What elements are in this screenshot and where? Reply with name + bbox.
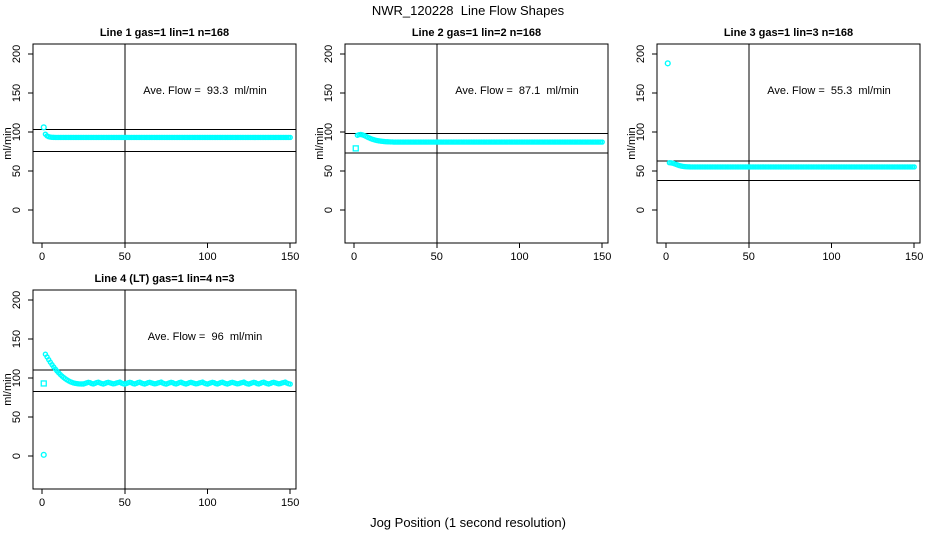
plot-box bbox=[32, 43, 297, 244]
x-axis-label: Jog Position (1 second resolution) bbox=[370, 515, 566, 530]
y-tick-label: 0 bbox=[635, 207, 647, 213]
plot-box bbox=[656, 43, 921, 244]
y-tick-label: 200 bbox=[323, 45, 335, 63]
y-tick-label: 0 bbox=[11, 207, 23, 213]
x-tick-label: 150 bbox=[281, 251, 299, 263]
y-tick-label: 0 bbox=[11, 453, 23, 459]
subplot-line-2: 0 50 100 150 0 50 100 150 200 ml/min Line 2 gas=1… bbox=[312, 18, 624, 268]
x-tick-label: 100 bbox=[822, 251, 840, 263]
y-tick-label: 100 bbox=[11, 123, 23, 141]
data-point bbox=[287, 381, 293, 387]
x-tick-label: 0 bbox=[39, 497, 45, 509]
x-tick-label: 0 bbox=[39, 251, 45, 263]
y-tick-label: 0 bbox=[323, 207, 335, 213]
y-tick-label: 150 bbox=[323, 84, 335, 102]
plot-box bbox=[344, 43, 609, 244]
y-tick-label: 100 bbox=[635, 123, 647, 141]
outlier-point-square bbox=[352, 145, 359, 152]
subplot-line-4: 0 50 100 150 0 50 100 150 200 ml/min Line 4 (LT) … bbox=[0, 264, 312, 514]
x-tick-label: 0 bbox=[351, 251, 357, 263]
x-tick-label: 50 bbox=[119, 497, 131, 509]
x-tick-label: 0 bbox=[663, 251, 669, 263]
data-point bbox=[599, 139, 605, 145]
plot-area-line-2: 0 50 100 150 0 50 100 150 200 ml/min bbox=[314, 43, 611, 263]
subplot-title: Line 3 gas=1 lin=3 n=168 bbox=[723, 27, 854, 39]
y-axis-title: ml/min bbox=[2, 127, 14, 159]
y-tick-label: 100 bbox=[11, 369, 23, 387]
outlier-point-square bbox=[40, 380, 47, 387]
plot-box bbox=[32, 289, 297, 490]
x-tick-label: 150 bbox=[905, 251, 923, 263]
outlier-point-circle bbox=[40, 451, 47, 458]
outlier-point-circle bbox=[664, 60, 671, 67]
figure-title: NWR_120228 Line Flow Shapes bbox=[371, 3, 565, 18]
y-tick-label: 150 bbox=[11, 330, 23, 348]
y-tick-label: 50 bbox=[635, 165, 647, 177]
y-tick-label: 100 bbox=[323, 123, 335, 141]
y-axis-title: ml/min bbox=[2, 373, 14, 405]
y-tick-label: 50 bbox=[323, 165, 335, 177]
subplot-line-1: 0 50 100 150 0 50 100 150 200 ml/min Line 1 gas=1… bbox=[0, 18, 312, 268]
x-tick-label: 50 bbox=[119, 251, 131, 263]
subplot-line-3: 0 50 100 150 0 50 100 150 200 ml/min Line 3 gas=1… bbox=[624, 18, 936, 268]
x-tick-label: 150 bbox=[281, 497, 299, 509]
y-tick-label: 200 bbox=[635, 45, 647, 63]
x-tick-label: 150 bbox=[593, 251, 611, 263]
ave-flow-annotation: Ave. Flow = 96 ml/min bbox=[147, 331, 263, 343]
y-tick-label: 50 bbox=[11, 165, 23, 177]
y-tick-label: 200 bbox=[11, 291, 23, 309]
y-tick-label: 150 bbox=[635, 84, 647, 102]
y-axis-title: ml/min bbox=[314, 127, 326, 159]
plot-area-line-1: 0 50 100 150 0 50 100 150 200 ml/min bbox=[2, 43, 299, 263]
data-point bbox=[287, 134, 293, 141]
y-tick-label: 150 bbox=[11, 84, 23, 102]
x-tick-label: 50 bbox=[743, 251, 755, 263]
ave-flow-annotation: Ave. Flow = 55.3 ml/min bbox=[767, 85, 891, 97]
x-tick-label: 100 bbox=[198, 251, 216, 263]
subplot-title: Line 2 gas=1 lin=2 n=168 bbox=[411, 27, 542, 39]
ave-flow-annotation: Ave. Flow = 93.3 ml/min bbox=[143, 85, 267, 97]
ave-flow-annotation: Ave. Flow = 87.1 ml/min bbox=[455, 85, 579, 97]
plot-area-line-4: 0 50 100 150 0 50 100 150 200 ml/min bbox=[2, 289, 299, 509]
data-point bbox=[911, 164, 917, 170]
y-tick-label: 200 bbox=[11, 45, 23, 63]
y-axis-title: ml/min bbox=[626, 127, 638, 159]
x-tick-label: 100 bbox=[510, 251, 528, 263]
outlier-point-circle bbox=[40, 124, 47, 131]
y-tick-label: 50 bbox=[11, 411, 23, 423]
x-tick-label: 50 bbox=[431, 251, 443, 263]
x-tick-label: 100 bbox=[198, 497, 216, 509]
subplot-title: Line 1 gas=1 lin=1 n=168 bbox=[99, 27, 230, 39]
plot-area-line-3: 0 50 100 150 0 50 100 150 200 ml/min bbox=[626, 43, 923, 263]
subplot-title: Line 4 (LT) gas=1 lin=4 n=3 bbox=[94, 273, 235, 285]
